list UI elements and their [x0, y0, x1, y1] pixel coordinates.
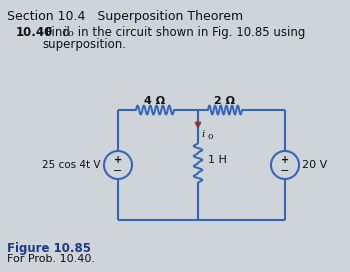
- Text: o: o: [68, 29, 74, 38]
- Text: +: +: [281, 155, 289, 165]
- Text: 20 V: 20 V: [302, 160, 327, 170]
- Text: in the circuit shown in Fig. 10.85 using: in the circuit shown in Fig. 10.85 using: [74, 26, 305, 39]
- Text: 2 Ω: 2 Ω: [215, 96, 236, 106]
- Text: Figure 10.85: Figure 10.85: [7, 242, 91, 255]
- Text: +: +: [114, 155, 122, 165]
- Text: 1 H: 1 H: [208, 155, 227, 165]
- Text: Section 10.4   Superposition Theorem: Section 10.4 Superposition Theorem: [7, 10, 243, 23]
- Text: o: o: [207, 132, 212, 141]
- Text: 25 cos 4t V: 25 cos 4t V: [42, 160, 101, 170]
- Text: i: i: [201, 130, 204, 139]
- Text: −: −: [113, 166, 123, 176]
- Text: For Prob. 10.40.: For Prob. 10.40.: [7, 254, 95, 264]
- Text: 4 Ω: 4 Ω: [145, 96, 166, 106]
- Text: −: −: [280, 166, 290, 176]
- Text: 10.40: 10.40: [16, 26, 53, 39]
- Text: Find: Find: [42, 26, 74, 39]
- Text: superposition.: superposition.: [42, 38, 126, 51]
- Text: i: i: [62, 26, 66, 39]
